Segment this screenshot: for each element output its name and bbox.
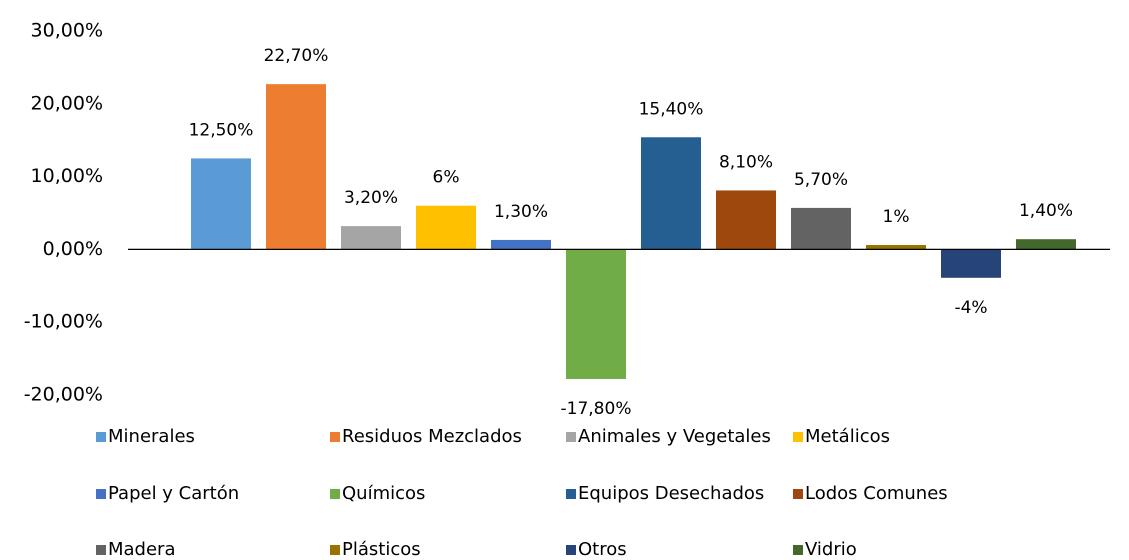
legend-label: Químicos — [342, 483, 425, 504]
legend-swatch — [330, 545, 340, 555]
data-label: 22,70% — [264, 46, 329, 66]
bar — [791, 207, 851, 250]
data-label: 8,10% — [719, 152, 773, 172]
y-tick-label: -10,00% — [24, 311, 103, 333]
legend-label: Metálicos — [805, 426, 890, 447]
y-tick-label: 10,00% — [31, 165, 103, 187]
legend-label: Residuos Mezclados — [342, 426, 522, 447]
data-label: 1% — [883, 207, 910, 227]
y-tick-label: 0,00% — [43, 238, 103, 260]
bar — [941, 249, 1001, 278]
bar — [866, 245, 926, 250]
data-label: 6% — [433, 168, 460, 188]
legend-swatch — [96, 432, 106, 442]
bar — [266, 84, 326, 250]
legend-label: Lodos Comunes — [805, 483, 948, 504]
bar — [1016, 239, 1076, 250]
bar — [491, 239, 551, 250]
legend-swatch — [793, 432, 803, 442]
legend-label: Plásticos — [342, 539, 421, 560]
legend-swatch — [566, 545, 576, 555]
data-label: 5,70% — [794, 170, 848, 190]
bar — [716, 190, 776, 250]
legend-swatch — [330, 432, 340, 442]
data-label: 3,20% — [344, 188, 398, 208]
legend-swatch — [793, 489, 803, 499]
legend-swatch — [793, 545, 803, 555]
legend-swatch — [330, 489, 340, 499]
data-label: 12,50% — [189, 120, 254, 140]
data-label: -4% — [954, 298, 987, 318]
legend-label: Otros — [578, 539, 627, 560]
legend-label: Equipos Desechados — [578, 483, 764, 504]
legend-swatch — [96, 489, 106, 499]
bar — [341, 226, 401, 250]
bar — [416, 205, 476, 250]
legend-label: Animales y Vegetales — [578, 426, 771, 447]
legend-swatch — [566, 489, 576, 499]
bar — [641, 137, 701, 250]
y-tick-label: 20,00% — [31, 92, 103, 114]
y-tick-label: -20,00% — [24, 384, 103, 406]
data-label: -17,80% — [561, 399, 632, 419]
bar — [191, 158, 251, 250]
legend-swatch — [96, 545, 106, 555]
data-label: 1,30% — [494, 202, 548, 222]
data-label: 15,40% — [639, 99, 704, 119]
bar — [566, 249, 626, 379]
legend-label: Papel y Cartón — [108, 483, 239, 504]
legend-label: Minerales — [108, 426, 195, 447]
legend-swatch — [566, 432, 576, 442]
legend-label: Vidrio — [805, 539, 857, 560]
data-label: 1,40% — [1019, 201, 1073, 221]
legend-label: Madera — [108, 539, 176, 560]
y-tick-label: 30,00% — [31, 20, 103, 42]
